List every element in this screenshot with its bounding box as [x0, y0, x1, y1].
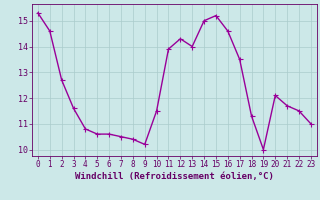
X-axis label: Windchill (Refroidissement éolien,°C): Windchill (Refroidissement éolien,°C) [75, 172, 274, 181]
